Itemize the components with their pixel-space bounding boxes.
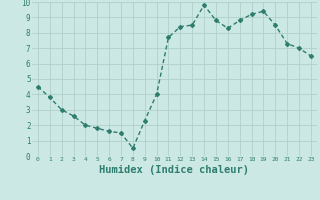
X-axis label: Humidex (Indice chaleur): Humidex (Indice chaleur) [100, 165, 249, 175]
